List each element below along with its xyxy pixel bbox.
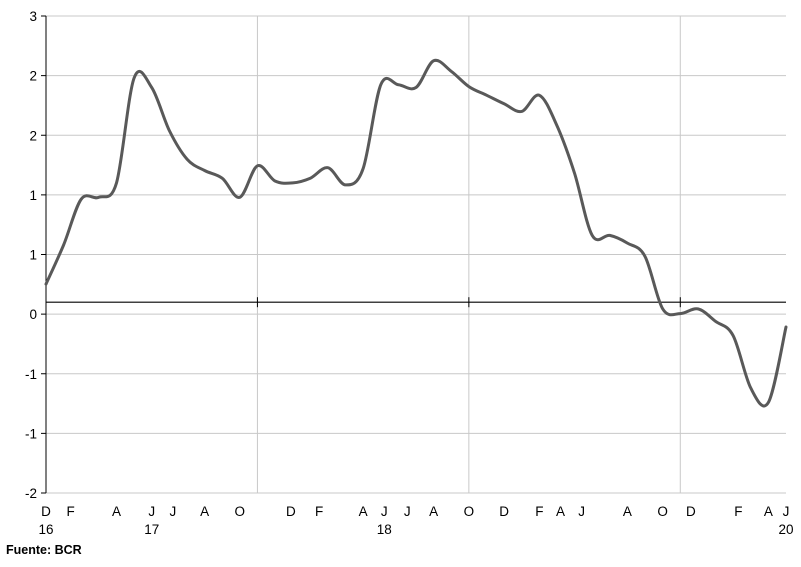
x-tick-label: A xyxy=(623,504,632,519)
y-tick-label: -1 xyxy=(25,367,37,382)
y-tick-label: 3 xyxy=(29,9,37,24)
x-tick-label: A xyxy=(200,504,209,519)
y-tick-label: 1 xyxy=(29,248,37,263)
x-tick-label: O xyxy=(657,504,668,519)
x-tick-label: J xyxy=(783,504,790,519)
x-tick-label: F xyxy=(67,504,75,519)
x-tick-label: O xyxy=(464,504,475,519)
x-tick-label: D xyxy=(499,504,509,519)
x-tick-label: J xyxy=(404,504,411,519)
x-tick-label: O xyxy=(235,504,246,519)
x-tick-label: J xyxy=(381,504,388,519)
source-note: Fuente: BCR xyxy=(6,543,82,557)
x-tick-year-label: 16 xyxy=(38,522,53,537)
x-tick-year-label: 17 xyxy=(144,522,159,537)
x-tick-label: J xyxy=(578,504,585,519)
x-axis-ticks xyxy=(256,297,681,308)
x-tick-label: D xyxy=(41,504,51,519)
y-axis-tick-labels: 3 2 2 1 1 0 -1 -1 -2 xyxy=(25,9,37,501)
y-tick-label: -2 xyxy=(25,486,37,501)
y-tick-label: 2 xyxy=(29,69,37,84)
x-tick-label: J xyxy=(148,504,155,519)
x-tick-label: A xyxy=(556,504,565,519)
horizontal-gridlines xyxy=(41,15,786,494)
x-tick-year-label: 18 xyxy=(377,522,392,537)
x-tick-label: A xyxy=(429,504,438,519)
y-tick-label: -1 xyxy=(25,426,37,441)
x-tick-label: A xyxy=(359,504,368,519)
x-tick-label: D xyxy=(686,504,696,519)
x-tick-label: F xyxy=(315,504,323,519)
y-tick-label: 2 xyxy=(29,128,37,143)
x-tick-label: A xyxy=(112,504,121,519)
x-tick-year-label: 20 xyxy=(778,522,793,537)
x-tick-label: J xyxy=(169,504,176,519)
vertical-gridlines xyxy=(256,16,681,493)
x-tick-label: A xyxy=(764,504,773,519)
x-tick-label: F xyxy=(734,504,742,519)
x-tick-label: D xyxy=(286,504,296,519)
x-tick-label: F xyxy=(535,504,543,519)
series-line xyxy=(44,58,788,408)
y-tick-label: 1 xyxy=(29,188,37,203)
y-tick-label: 0 xyxy=(29,307,37,322)
